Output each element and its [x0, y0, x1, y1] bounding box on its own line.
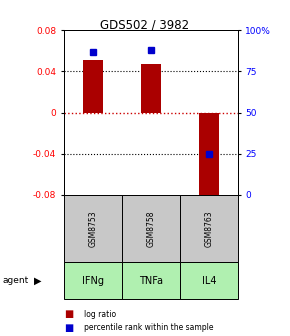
Text: GSM8758: GSM8758: [146, 210, 155, 247]
Text: GSM8763: GSM8763: [204, 210, 213, 247]
Text: TNFa: TNFa: [139, 276, 163, 286]
Text: IFNg: IFNg: [82, 276, 104, 286]
Text: ■: ■: [64, 309, 73, 319]
Text: GDS502 / 3982: GDS502 / 3982: [100, 18, 190, 32]
Text: percentile rank within the sample: percentile rank within the sample: [84, 323, 214, 332]
Bar: [199, 113, 219, 200]
Text: ■: ■: [64, 323, 73, 333]
Bar: [83, 60, 103, 113]
Text: GSM8753: GSM8753: [88, 210, 97, 247]
Text: ▶: ▶: [34, 276, 41, 286]
Text: log ratio: log ratio: [84, 310, 116, 319]
Bar: [141, 64, 161, 113]
Text: agent: agent: [3, 276, 29, 285]
Text: IL4: IL4: [202, 276, 216, 286]
